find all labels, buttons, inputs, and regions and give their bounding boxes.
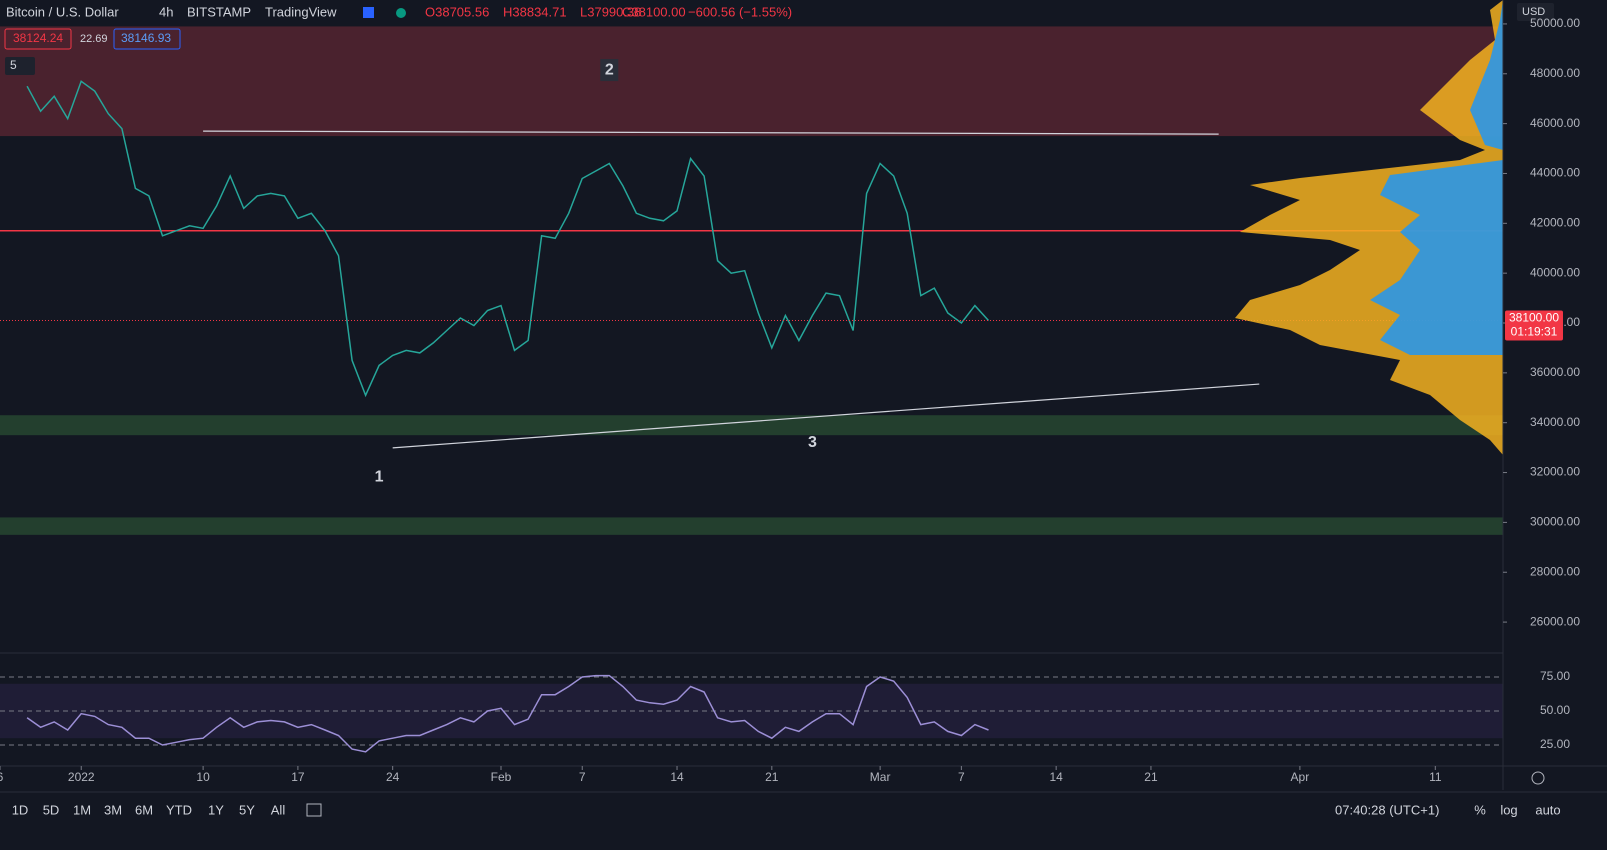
countdown: 01:19:31	[1511, 325, 1558, 339]
y-tick-label: 50000.00	[1530, 16, 1580, 30]
interval[interactable]: 4h	[159, 4, 173, 19]
y-tick-label: 28000.00	[1530, 564, 1580, 578]
ohlc-high: H38834.71	[503, 4, 567, 19]
ohlc-change: −600.56 (−1.55%)	[688, 4, 792, 19]
x-tick-label: 21	[1144, 770, 1158, 784]
y-tick-label: 30000.00	[1530, 515, 1580, 529]
x-tick-label: 14	[1049, 770, 1063, 784]
indicators-toggle[interactable]	[5, 57, 35, 75]
x-tick-label: 11	[1429, 770, 1442, 784]
x-tick-label: 24	[386, 770, 400, 784]
trend-line	[392, 383, 1260, 449]
scale-option[interactable]: auto	[1535, 802, 1560, 817]
x-tick-label: 7	[579, 770, 586, 784]
ask: 38146.93	[121, 31, 171, 45]
x-tick-label: 2022	[68, 770, 95, 784]
y-tick-label: 26000.00	[1530, 614, 1580, 628]
y-tick-label: 48000.00	[1530, 66, 1580, 80]
date-range-icon[interactable]	[306, 803, 322, 817]
indicators-count[interactable]: 5	[10, 58, 17, 72]
x-tick-label: 21	[765, 770, 779, 784]
zone	[0, 415, 1503, 436]
toolbar: 1D 5D 1M 3M 6M YTD 1Y 5Y All 07:40:28 (UTC+1)% log…	[12, 802, 1561, 817]
clock: 07:40:28 (UTC+1)	[1335, 802, 1439, 817]
source: TradingView	[265, 4, 337, 19]
zone	[0, 26, 1503, 137]
zone	[0, 517, 1503, 535]
range-button[interactable]: 5D	[43, 802, 60, 817]
y-tick-label: 40000.00	[1530, 265, 1580, 279]
symbol[interactable]: Bitcoin / U.S. Dollar	[6, 4, 119, 19]
x-tick-label: 17	[291, 770, 305, 784]
status-icon	[396, 8, 406, 18]
range-button[interactable]: YTD	[166, 802, 192, 817]
currency[interactable]: USD	[1522, 6, 1545, 18]
y-tick-label: 46000.00	[1530, 116, 1580, 130]
range-button[interactable]: 3M	[104, 802, 122, 817]
x-tick-label: 14	[670, 770, 684, 784]
y-tick-label: 50.00	[1540, 703, 1570, 717]
y-tick-label: 25.00	[1540, 737, 1570, 751]
scale-option[interactable]: %	[1474, 802, 1486, 817]
last-price-label: 38100.00	[1509, 311, 1559, 325]
x-tick-label: Mar	[870, 770, 891, 784]
price-line	[26, 674, 989, 753]
volume-profile-down	[1370, 0, 1503, 355]
ask-box[interactable]	[113, 28, 181, 50]
y-tick-label: 75.00	[1540, 669, 1570, 683]
range-button[interactable]: 5Y	[239, 802, 255, 817]
y-tick-label: 32000.00	[1530, 465, 1580, 479]
currency-button[interactable]	[1517, 3, 1554, 21]
trend-line	[203, 130, 1219, 135]
y-tick-label: 44000.00	[1530, 166, 1580, 180]
bid-box[interactable]	[4, 28, 72, 50]
range-button[interactable]: 1M	[73, 802, 91, 817]
x-tick-label: 7	[958, 770, 965, 784]
x-tick-label: 10	[196, 770, 210, 784]
annotation: 1	[375, 468, 384, 485]
annotation-box	[600, 59, 619, 82]
ohlc-close: C38100.00	[622, 4, 686, 19]
annotation: 3	[808, 434, 817, 451]
y-tick-label: 36000.00	[1530, 365, 1580, 379]
spread: 22.69	[80, 33, 108, 45]
ohlc-open: O38705.56	[425, 4, 489, 19]
flag-icon[interactable]	[363, 7, 374, 18]
x-tick-label: Apr	[1291, 770, 1310, 784]
range-button[interactable]: All	[271, 802, 286, 817]
settings-icon[interactable]	[1531, 771, 1545, 785]
price-pane: 1 2 3	[0, 26, 1503, 753]
bid: 38124.24	[13, 31, 63, 45]
range-button[interactable]: 1Y	[208, 802, 224, 817]
exchange: BITSTAMP	[187, 4, 251, 19]
x-tick-label: Feb	[491, 770, 512, 784]
price-line	[26, 80, 990, 398]
range-button[interactable]: 6M	[135, 802, 153, 817]
x-tick-label: 6	[0, 770, 4, 784]
ohlc-low: L37990.38	[580, 4, 641, 19]
scale-option[interactable]: log	[1500, 802, 1517, 817]
range-button[interactable]: 1D	[12, 802, 29, 817]
annotation: 2	[605, 61, 614, 78]
y-tick-label: 42000.00	[1530, 215, 1580, 229]
last-price-box	[1505, 310, 1563, 341]
y-tick-label: 34000.00	[1530, 415, 1580, 429]
